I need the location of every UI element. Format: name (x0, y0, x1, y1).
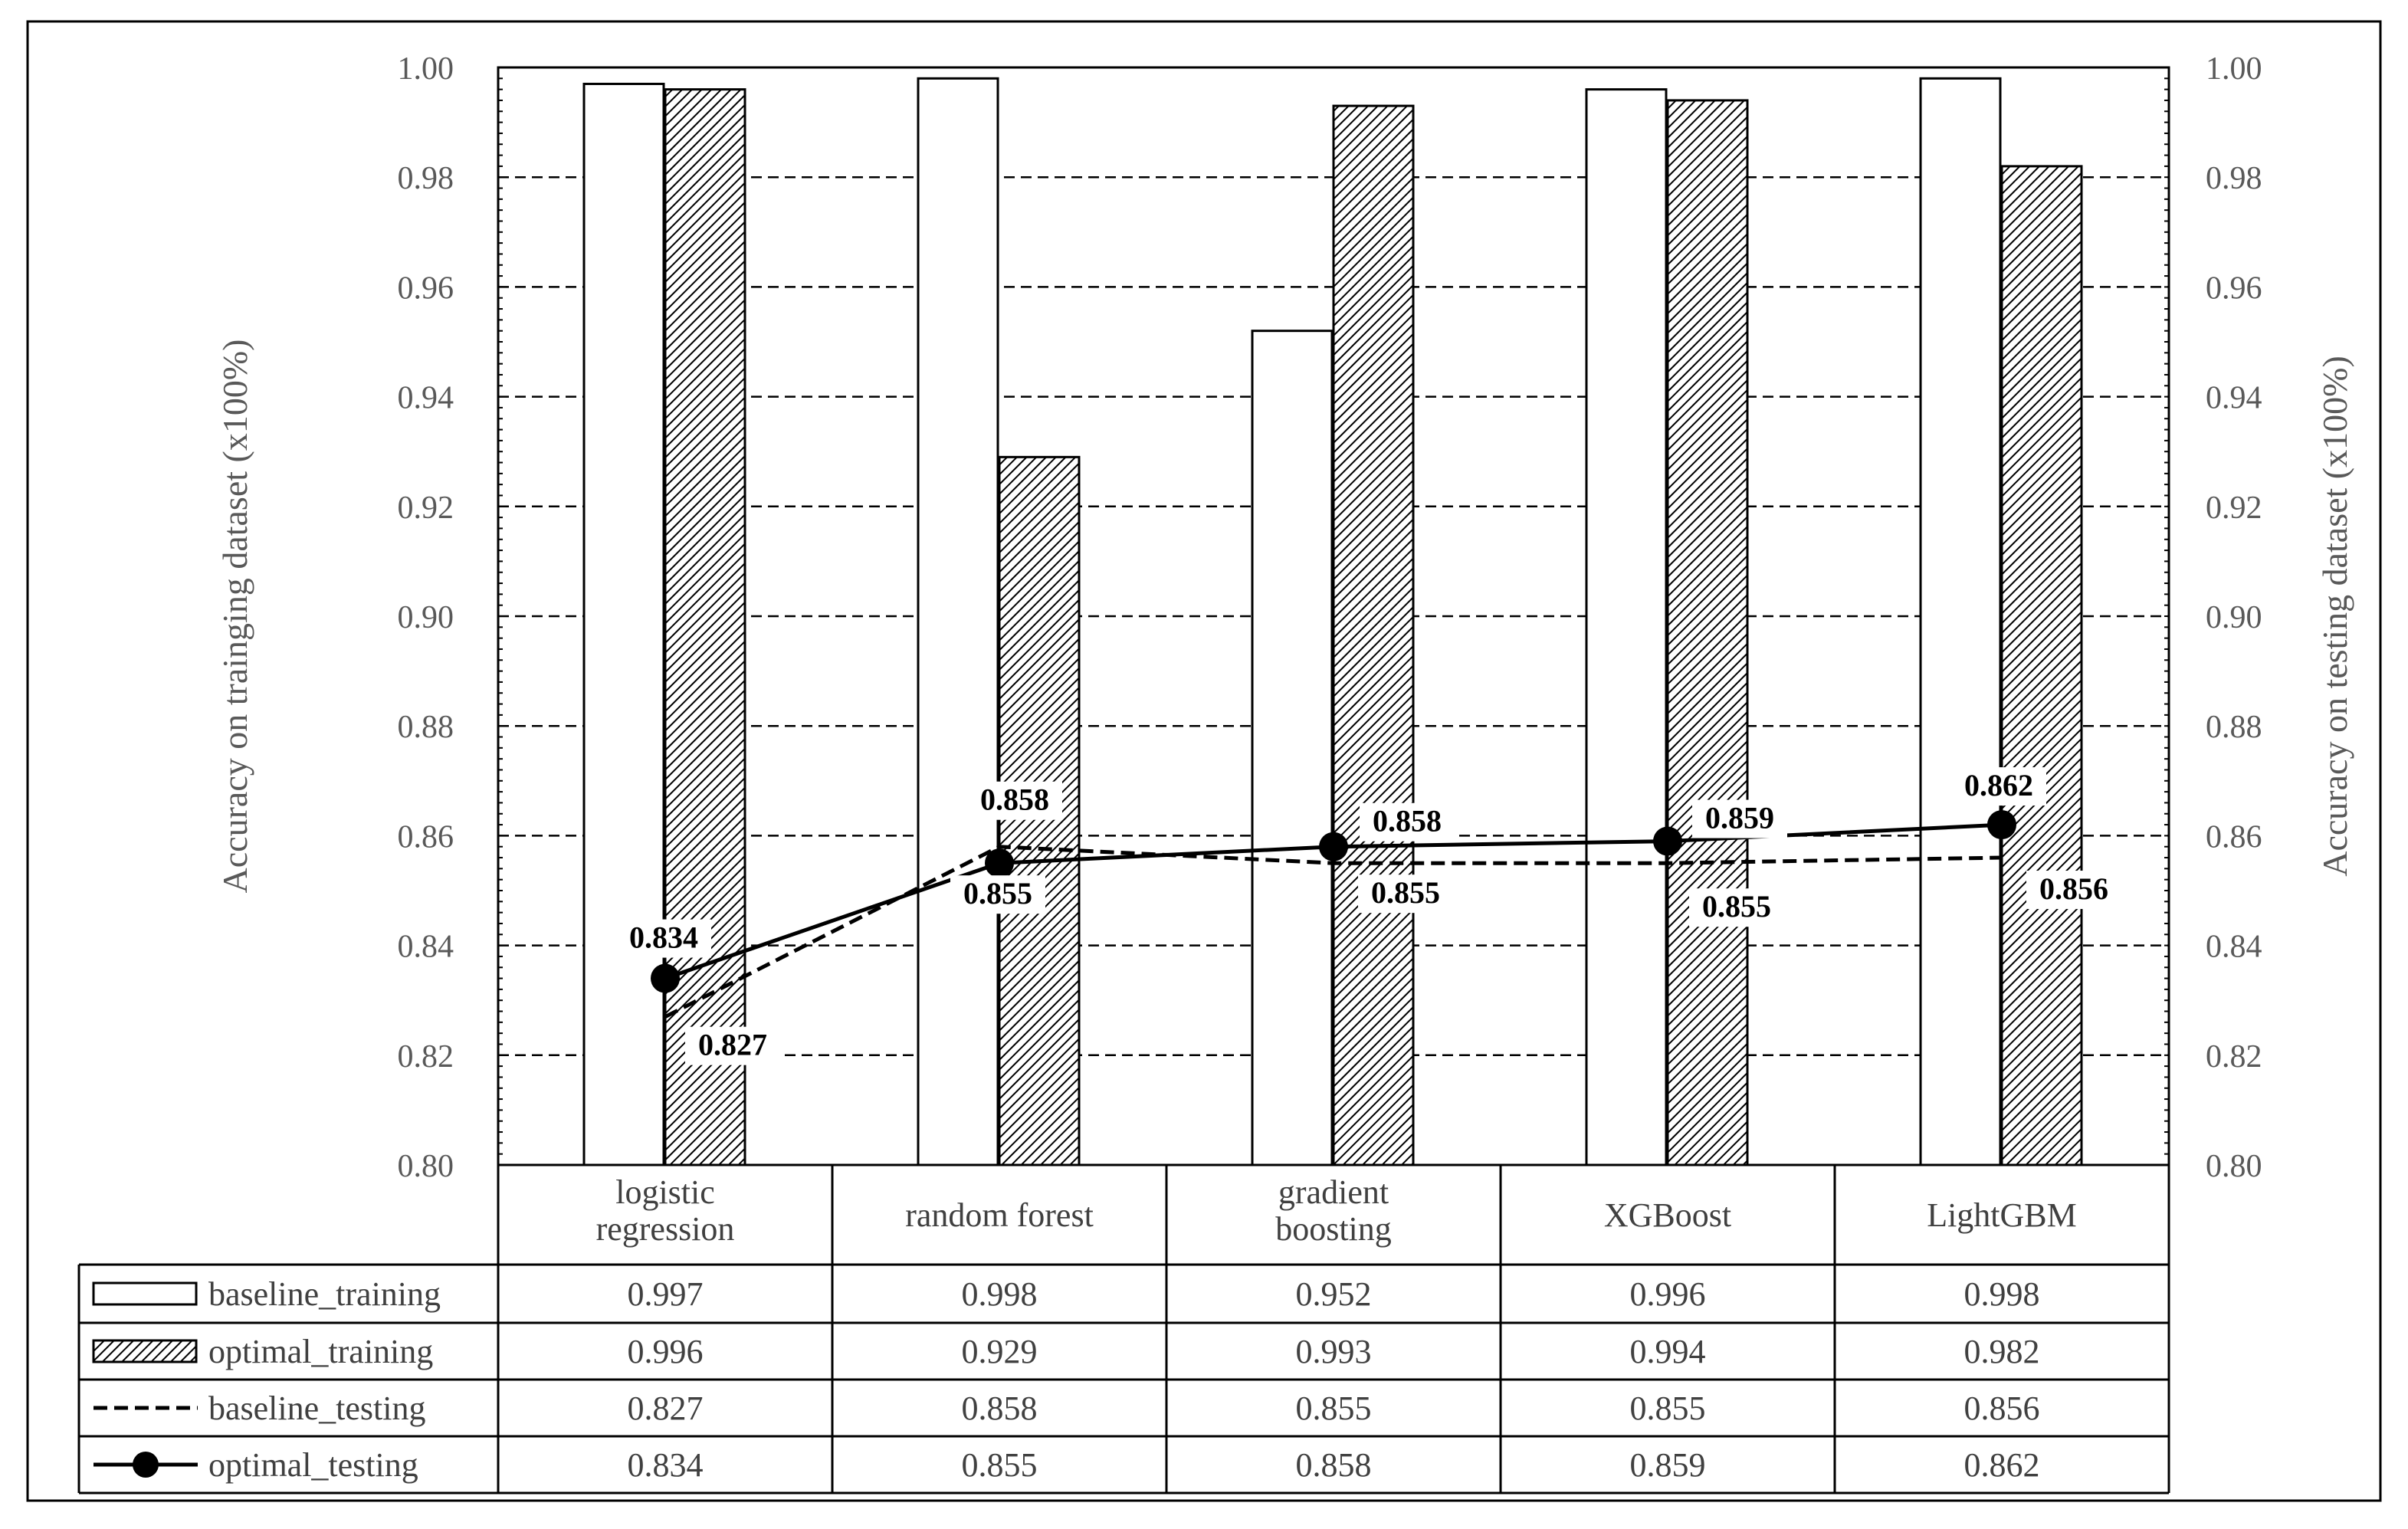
optimal_training-legend-key (92, 1339, 198, 1363)
legend-series-name: optimal_training (208, 1333, 433, 1370)
baseline_training-bar (917, 77, 999, 1166)
baseline-testing-data-label-bg (685, 1026, 780, 1065)
table-cell-value: 0.997 (628, 1275, 704, 1313)
y-left-tick-label: 0.88 (398, 710, 454, 745)
table-cell-value: 0.855 (1296, 1390, 1372, 1427)
baseline_training-bar (1585, 88, 1668, 1166)
x-category-label: gradient (1278, 1173, 1389, 1211)
optimal-testing-marker (1653, 826, 1682, 856)
table-cell-value: 0.998 (962, 1275, 1038, 1313)
baseline-testing-data-label: 0.827 (698, 1028, 767, 1062)
y-right-tick-label: 0.98 (2206, 161, 2262, 196)
table-cell-value: 0.982 (1964, 1333, 2040, 1370)
optimal-testing-data-label-bg (1951, 767, 2046, 806)
y-right-tick-label: 0.82 (2206, 1039, 2262, 1075)
table-cell-value: 0.952 (1296, 1275, 1372, 1313)
y-left-tick-label: 1.00 (398, 51, 454, 87)
table-cell-value: 0.858 (1296, 1446, 1372, 1484)
y-left-tick-label: 0.92 (398, 491, 454, 526)
optimal_training-bar (664, 88, 746, 1166)
baseline-testing-data-label: 0.855 (1702, 889, 1771, 924)
y-right-tick-label: 1.00 (2206, 51, 2262, 87)
optimal-testing-marker (985, 848, 1014, 878)
legend-series-name: baseline_training (208, 1275, 441, 1313)
baseline-testing-data-label-bg (2026, 871, 2121, 910)
optimal-testing-data-label-bg (1360, 802, 1455, 842)
table-cell-value: 0.994 (1630, 1333, 1706, 1370)
table-cell-value: 0.859 (1630, 1446, 1706, 1484)
legend-series-name: baseline_testing (208, 1390, 426, 1427)
x-category-label: regression (596, 1210, 735, 1248)
y-left-tick-label: 0.90 (398, 600, 454, 635)
table-cell-value: 0.858 (962, 1390, 1038, 1427)
y-right-tick-label: 0.84 (2206, 930, 2262, 965)
baseline-testing-data-label-bg (1358, 874, 1453, 914)
table-cell-value: 0.993 (1296, 1333, 1372, 1370)
table-cell-value: 0.998 (1964, 1275, 2040, 1313)
baseline_training-bar (1251, 330, 1334, 1166)
chart-frame (26, 20, 2382, 1502)
baseline_training-bar (582, 82, 665, 1166)
y-left-tick-label: 0.86 (398, 819, 454, 855)
y-left-tick-label: 0.82 (398, 1039, 454, 1075)
optimal-testing-data-label-bg (616, 919, 711, 958)
y-right-tick-label: 0.88 (2206, 710, 2262, 745)
x-category-label: boosting (1275, 1210, 1392, 1248)
baseline_training-bar (1919, 77, 2002, 1166)
x-category-label: LightGBM (1927, 1196, 2077, 1234)
optimal-testing-data-label: 0.855 (963, 876, 1032, 911)
x-category-label: XGBoost (1604, 1196, 1731, 1234)
y-right-tick-label: 0.90 (2206, 600, 2262, 635)
table-cell-value: 0.996 (628, 1333, 704, 1370)
optimal_training-bar (1666, 99, 1749, 1166)
baseline-testing-data-label-bg (1689, 888, 1784, 927)
y-left-tick-label: 0.80 (398, 1149, 454, 1184)
optimal-testing-data-label: 0.834 (629, 920, 698, 955)
table-cell-value: 0.855 (1630, 1390, 1706, 1427)
optimal-testing-data-label: 0.858 (1373, 804, 1442, 838)
y-right-tick-label: 0.80 (2206, 1149, 2262, 1184)
optimal_testing-legend-marker (133, 1452, 159, 1478)
y-left-axis-title: Accuracy on trainging dataset (x100%) (215, 340, 254, 894)
y-left-tick-label: 0.94 (398, 381, 454, 416)
y-right-tick-label: 0.92 (2206, 491, 2262, 526)
x-category-label: random forest (905, 1196, 1094, 1234)
optimal-testing-marker (1987, 810, 2016, 840)
y-right-tick-label: 0.86 (2206, 819, 2262, 855)
baseline_training-legend-key (92, 1281, 198, 1306)
optimal-testing-marker (651, 963, 680, 993)
table-cell-value: 0.834 (628, 1446, 704, 1484)
optimal-testing-marker (1319, 832, 1348, 861)
table-cell-value: 0.929 (962, 1333, 1038, 1370)
y-left-tick-label: 0.96 (398, 271, 454, 306)
baseline-testing-data-label: 0.856 (2039, 871, 2108, 906)
table-cell-value: 0.855 (962, 1446, 1038, 1484)
table-cell-value: 0.996 (1630, 1275, 1706, 1313)
y-right-axis-title: Accuracy on testing dataset (x100%) (2315, 356, 2354, 877)
optimal-testing-data-label-bg (1692, 799, 1787, 838)
table-cell-value: 0.862 (1964, 1446, 2040, 1484)
y-right-tick-label: 0.94 (2206, 381, 2262, 416)
x-category-label: logistic (615, 1173, 715, 1211)
legend-series-name: optimal_testing (208, 1446, 418, 1484)
table-cell-value: 0.827 (628, 1390, 704, 1427)
optimal-testing-data-label: 0.862 (1964, 768, 2033, 802)
baseline-testing-data-label: 0.855 (1371, 875, 1440, 910)
y-left-tick-label: 0.98 (398, 161, 454, 196)
optimal-testing-data-label-bg (950, 875, 1045, 914)
y-right-tick-label: 0.96 (2206, 271, 2262, 306)
table-cell-value: 0.856 (1964, 1390, 2040, 1427)
optimal_training-bar (2000, 165, 2083, 1166)
optimal-testing-data-label: 0.859 (1705, 801, 1774, 835)
baseline-testing-data-label-bg (967, 781, 1062, 820)
optimal_training-bar (1332, 104, 1415, 1166)
y-left-tick-label: 0.84 (398, 930, 454, 965)
baseline-testing-data-label: 0.858 (980, 783, 1049, 817)
